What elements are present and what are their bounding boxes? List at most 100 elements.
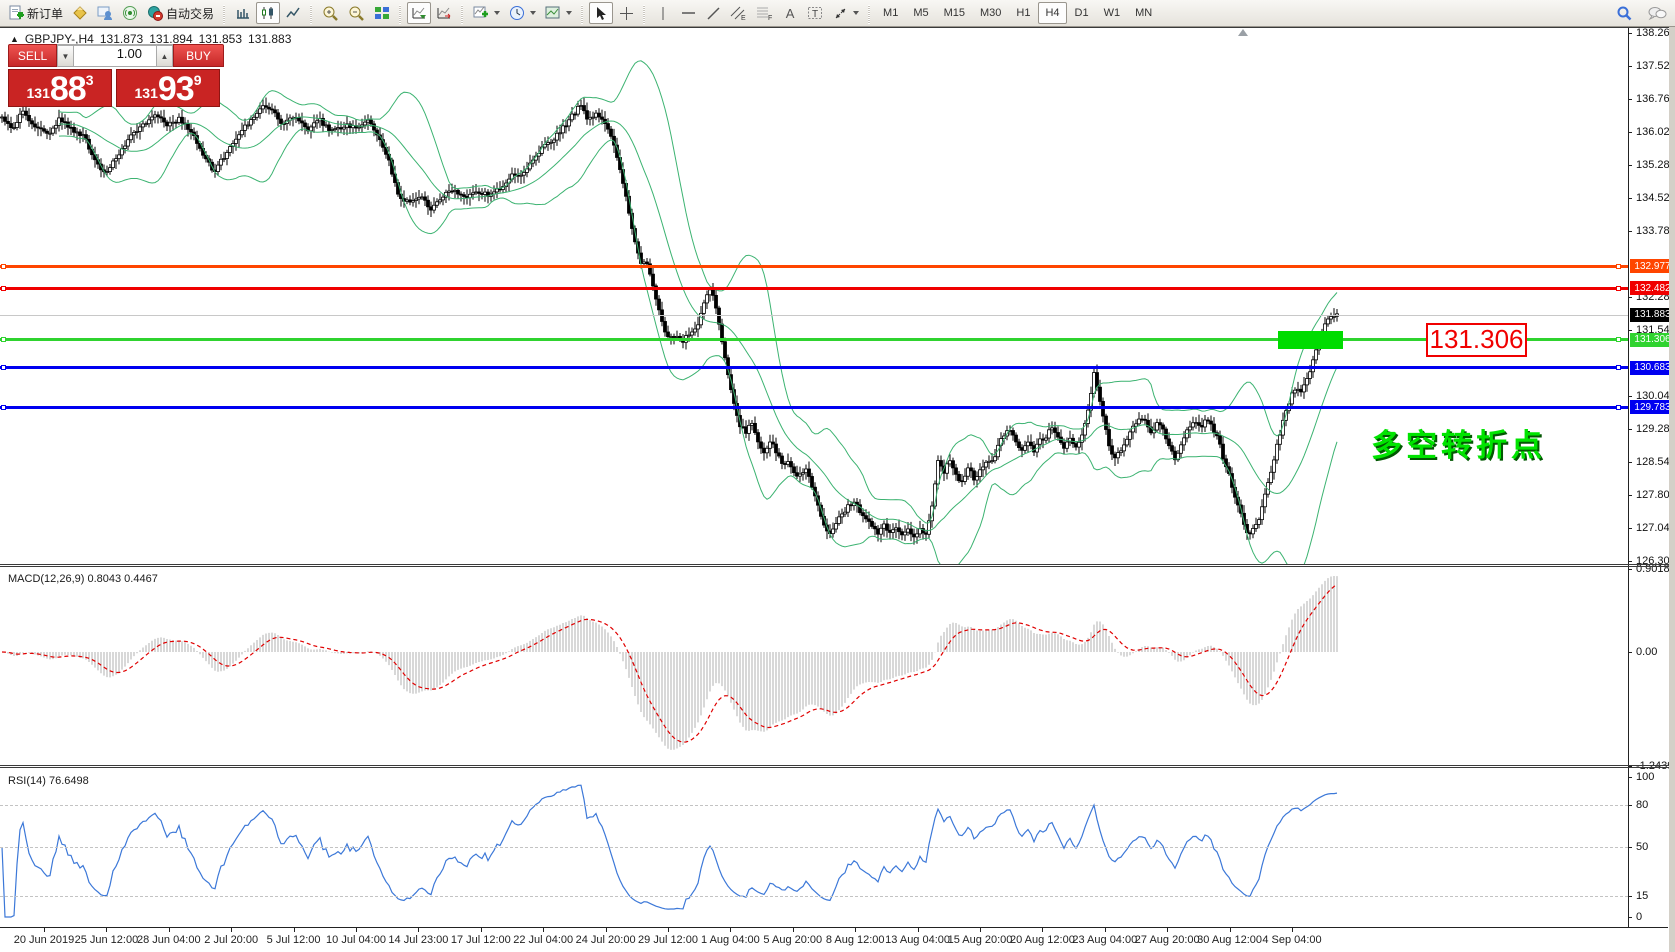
line-anchor-marker[interactable] [1616, 365, 1621, 370]
bar-chart-button[interactable] [231, 2, 255, 24]
macd-panel[interactable] [0, 567, 1628, 765]
zoom-out-button[interactable] [344, 2, 369, 24]
tab-timeframe-m5[interactable]: M5 [913, 7, 929, 19]
text-label-icon: T [808, 7, 823, 20]
time-axis-tick [792, 928, 794, 932]
price-axis-tick [1628, 494, 1632, 496]
buy-button[interactable]: BUY [173, 44, 224, 67]
time-axis-tick [480, 928, 482, 932]
sell-price-prefix: 131 [26, 85, 50, 101]
line-anchor-marker[interactable] [1616, 285, 1621, 291]
tab-timeframe-m1[interactable]: M1 [883, 7, 899, 19]
search-button[interactable] [1612, 2, 1637, 24]
tab-timeframe-d1[interactable]: D1 [1074, 7, 1089, 19]
collapse-panel-icon[interactable]: ▲ [10, 34, 19, 44]
periods-button[interactable] [505, 2, 540, 24]
panel-divider[interactable] [0, 767, 1675, 768]
price-level-badge: 132.977 [1630, 259, 1675, 274]
chart-window[interactable]: ▲ GBPJPY-,H4 131.873 131.894 131.853 131… [0, 27, 1675, 952]
auto-scroll-button[interactable] [407, 2, 432, 24]
signals-button[interactable] [118, 2, 142, 24]
price-axis-label: 131.540 [1636, 323, 1675, 336]
new-order-button[interactable]: 新订单 [4, 2, 67, 24]
sell-price-main: 88 [49, 70, 87, 108]
price-level-badge: 132.482 [1630, 281, 1675, 296]
time-axis-label: 30 Aug 12:00 [1197, 934, 1263, 946]
line-anchor-marker[interactable] [1, 263, 6, 269]
horizontal-level-line[interactable] [0, 286, 1628, 290]
text-tool-button[interactable]: A [778, 2, 802, 24]
community-chat-button[interactable] [1643, 2, 1671, 24]
tab-timeframe-m30[interactable]: M30 [980, 7, 1002, 19]
horizontal-level-line[interactable] [0, 264, 1628, 268]
volume-increment-button[interactable]: ▲ [156, 45, 173, 67]
horizontal-level-line[interactable] [0, 366, 1628, 369]
macd-signal-line [1, 583, 1338, 743]
line-anchor-marker[interactable] [1, 365, 6, 370]
highlight-rectangle[interactable] [1278, 330, 1343, 349]
cursor-button[interactable] [589, 2, 614, 24]
horizontal-level-line[interactable] [0, 338, 1628, 342]
line-anchor-marker[interactable] [1, 337, 6, 343]
macd-axis-tick [1628, 569, 1632, 571]
vertical-line-button[interactable] [651, 2, 675, 24]
gold-gem-button[interactable] [68, 2, 92, 24]
time-axis-label: 24 Jul 20:00 [575, 934, 636, 946]
horizontal-level-line[interactable] [0, 405, 1628, 409]
tab-timeframe-h1[interactable]: H1 [1016, 7, 1031, 19]
horizontal-line-icon [681, 12, 695, 14]
rsi-indicator-label: RSI(14) 76.6498 [8, 775, 89, 787]
volume-input[interactable]: 1.00 [74, 45, 156, 67]
time-axis-tick [1042, 928, 1044, 932]
price-axis-tick [1628, 528, 1632, 530]
sell-price-button[interactable]: 131 88 3 [8, 69, 112, 107]
horizontal-line-button[interactable] [676, 2, 700, 24]
price-callout-box[interactable]: 131.306 [1426, 322, 1527, 357]
line-chart-button[interactable] [281, 2, 305, 24]
price-chart[interactable] [0, 28, 1628, 565]
line-anchor-marker[interactable] [1, 404, 6, 410]
line-chart-icon [286, 7, 300, 18]
time-axis-label: 27 Aug 20:00 [1134, 934, 1200, 946]
auto-trading-button[interactable]: 自动交易 [143, 2, 218, 24]
text-label-button[interactable]: T [803, 2, 828, 24]
indicators-button[interactable] [469, 2, 504, 24]
tab-timeframe-m15[interactable]: M15 [943, 7, 965, 19]
arrows-button[interactable] [829, 2, 863, 24]
buy-price-button[interactable]: 131 93 9 [116, 69, 220, 107]
tile-windows-button[interactable] [370, 2, 394, 24]
price-axis-label: 127.040 [1636, 522, 1675, 535]
auto-scroll-icon [412, 7, 427, 19]
line-anchor-marker[interactable] [1616, 337, 1621, 343]
fibonacci-button[interactable]: F [752, 2, 777, 24]
zoom-in-button[interactable] [318, 2, 343, 24]
panel-divider[interactable] [0, 765, 1675, 766]
sell-button[interactable]: SELL [8, 44, 57, 67]
time-axis-label: 1 Aug 04:00 [701, 934, 760, 946]
line-anchor-marker[interactable] [1616, 404, 1621, 410]
price-axis-tick [1628, 395, 1632, 397]
time-axis-label: 10 Jul 04:00 [326, 934, 386, 946]
rsi-panel[interactable] [0, 768, 1628, 927]
crosshair-button[interactable] [614, 2, 638, 24]
expert-advisor-button[interactable] [93, 2, 117, 24]
panel-divider[interactable] [0, 564, 1675, 565]
turning-point-annotation[interactable]: 多空转折点 [1371, 428, 1546, 463]
candlestick-chart-button[interactable] [256, 2, 281, 24]
tab-timeframe-h4[interactable]: H4 [1038, 2, 1067, 24]
dropdown-caret [494, 11, 501, 15]
tile-windows-icon [375, 7, 390, 19]
volume-decrement-button[interactable]: ▼ [57, 45, 74, 67]
time-axis[interactable]: 20 Jun 2019 25 Jun 12:00 28 Jun 04:00 2 Jul… [0, 927, 1675, 952]
panel-divider[interactable] [0, 566, 1675, 567]
tab-timeframe-mn[interactable]: MN [1135, 7, 1153, 19]
chart-shift-button[interactable] [432, 2, 456, 24]
equidistant-channel-button[interactable]: E [726, 2, 751, 24]
time-axis-label: 5 Jul 12:00 [266, 934, 321, 946]
line-anchor-marker[interactable] [1, 285, 6, 291]
price-axis-label: 138.260 [1636, 27, 1675, 39]
trendline-button[interactable] [701, 2, 725, 24]
line-anchor-marker[interactable] [1616, 263, 1621, 269]
tab-timeframe-w1[interactable]: W1 [1103, 7, 1121, 19]
templates-button[interactable] [541, 2, 576, 24]
